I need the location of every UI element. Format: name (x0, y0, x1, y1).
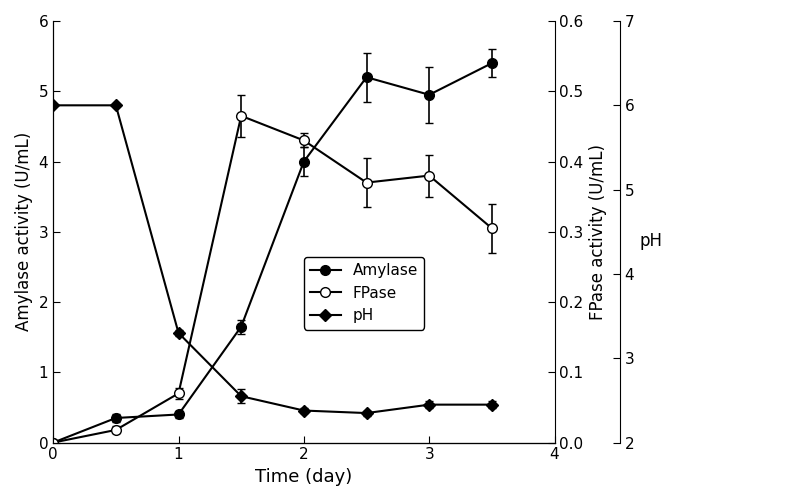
Y-axis label: pH: pH (639, 232, 662, 250)
Y-axis label: FPase activity (U/mL): FPase activity (U/mL) (589, 144, 607, 320)
Legend: Amylase, FPase, pH: Amylase, FPase, pH (304, 257, 424, 330)
Y-axis label: Amylase activity (U/mL): Amylase activity (U/mL) (15, 132, 33, 332)
X-axis label: Time (day): Time (day) (256, 468, 353, 486)
